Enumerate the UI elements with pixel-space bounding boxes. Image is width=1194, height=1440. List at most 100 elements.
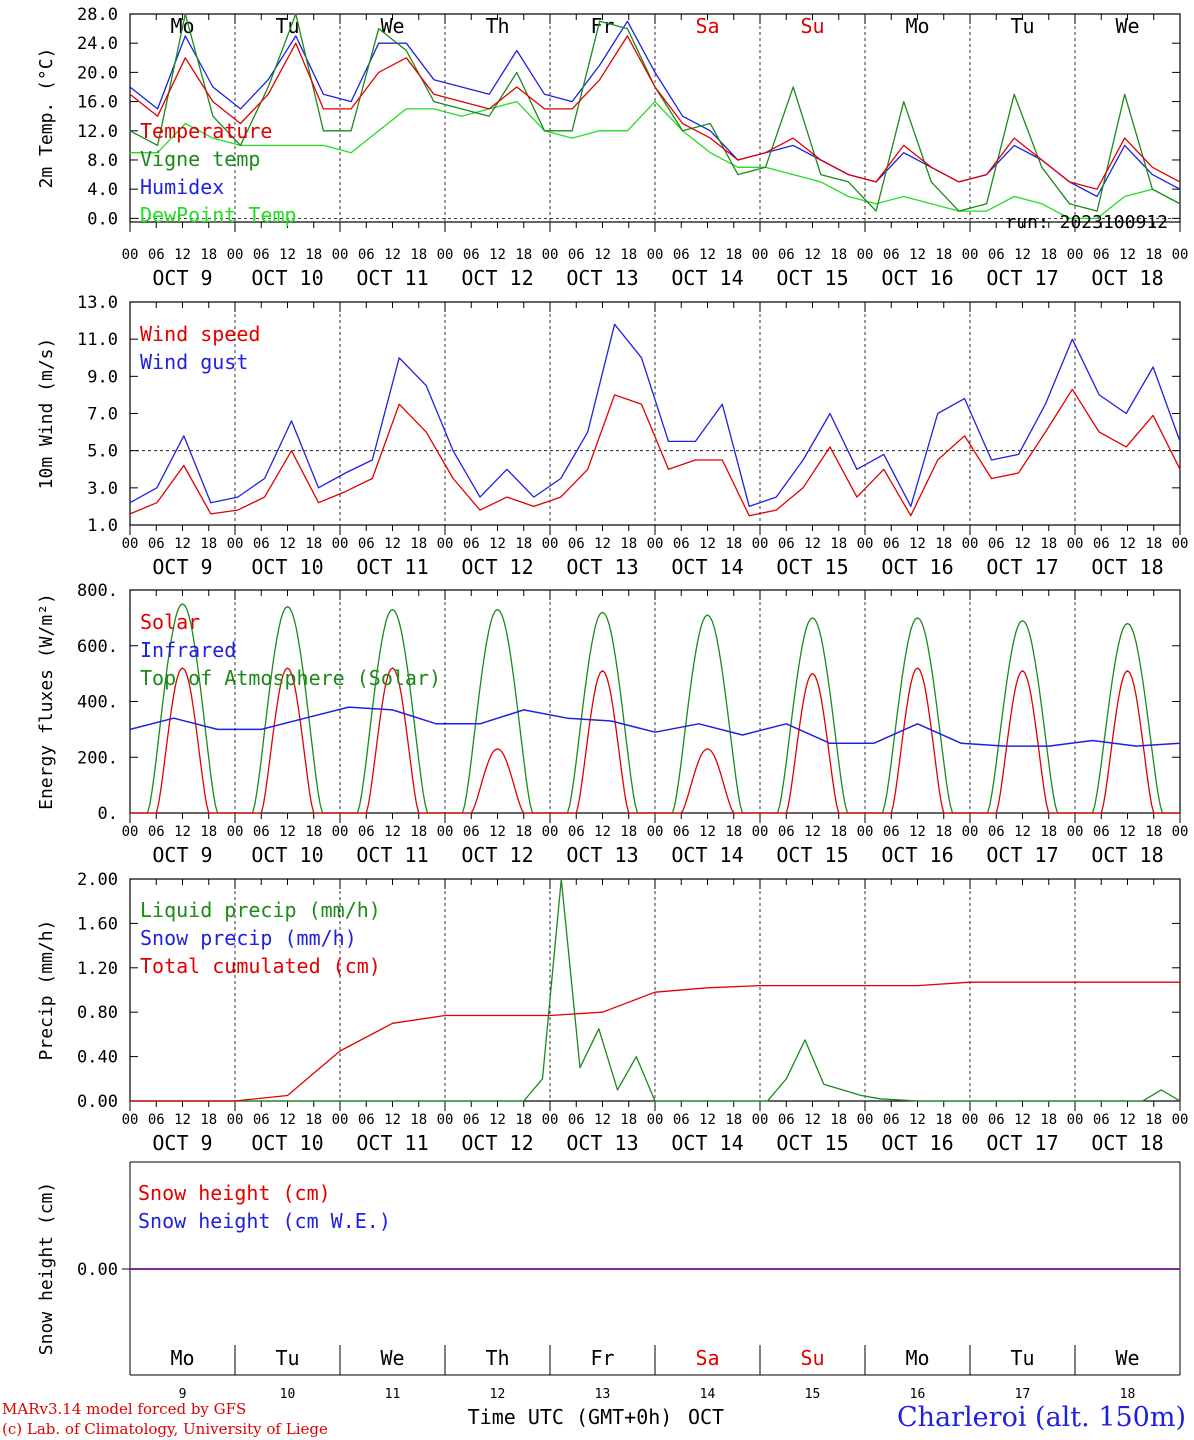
panel-frame	[129, 589, 1181, 814]
hour-tick-label: 00	[857, 824, 874, 840]
hour-tick-label: 12	[174, 824, 191, 840]
hour-tick-label: 00	[437, 824, 454, 840]
hour-tick-label: 12	[279, 1112, 296, 1128]
hour-tick-label: 18	[620, 536, 637, 552]
hour-tick-label: 12	[804, 1112, 821, 1128]
y-axis-label: Precip (mm/h)	[36, 920, 57, 1061]
day-label: OCT 14	[671, 266, 743, 290]
weekday-label: Su	[800, 14, 824, 38]
day-label: OCT 13	[566, 266, 638, 290]
weekday-label: Th	[485, 1346, 509, 1370]
weekday-label: Tu	[275, 14, 299, 38]
hour-tick-label: 18	[305, 536, 322, 552]
hour-tick-label: 06	[463, 824, 480, 840]
day-label: OCT 16	[881, 555, 953, 579]
day-label: OCT 12	[461, 843, 533, 867]
day-label: OCT 16	[881, 1131, 953, 1155]
hour-tick-label: 00	[647, 1112, 664, 1128]
hour-tick-label: 18	[725, 247, 742, 263]
hour-tick-label: 18	[1040, 247, 1057, 263]
y-tick-label: 24.0	[77, 34, 118, 54]
y-tick-label: 13.0	[77, 293, 118, 313]
hour-tick-label: 18	[725, 1112, 742, 1128]
y-axis-label: Snow height (cm)	[36, 1182, 57, 1355]
weekday-label: Tu	[275, 1346, 299, 1370]
hour-tick-label: 06	[568, 247, 585, 263]
day-number-label: 10	[280, 1387, 296, 1402]
day-label: OCT 14	[671, 843, 743, 867]
hour-tick-label: 00	[437, 1112, 454, 1128]
hour-tick-label: 06	[883, 247, 900, 263]
hour-tick-label: 12	[804, 824, 821, 840]
legend-entry: Vigne temp	[140, 147, 260, 171]
credit-model: MARv3.14 model forced by GFS	[2, 1400, 247, 1418]
hour-tick-label: 12	[489, 247, 506, 263]
hour-tick-label: 00	[227, 536, 244, 552]
hour-tick-label: 06	[148, 536, 165, 552]
hour-tick-label: 06	[1093, 247, 1110, 263]
day-label: OCT 13	[566, 1131, 638, 1155]
hour-tick-label: 00	[647, 247, 664, 263]
legend-entry: Total cumulated (cm)	[140, 954, 381, 978]
day-label: OCT 18	[1091, 843, 1163, 867]
y-tick-label: 8.0	[87, 151, 118, 171]
day-label: OCT 16	[881, 266, 953, 290]
hour-tick-label: 18	[935, 536, 952, 552]
hour-tick-label: 00	[962, 1112, 979, 1128]
hour-tick-label: 18	[200, 247, 217, 263]
credit-lab: (c) Lab. of Climatology, University of L…	[2, 1420, 328, 1438]
hour-tick-label: 18	[200, 824, 217, 840]
hour-tick-label: 00	[1067, 1112, 1084, 1128]
y-tick-label: 7.0	[87, 405, 118, 425]
hour-tick-label: 06	[988, 1112, 1005, 1128]
y-tick-label: 1.20	[77, 959, 118, 979]
hour-tick-label: 06	[1093, 824, 1110, 840]
day-number-label: 12	[490, 1387, 506, 1402]
y-tick-label: 16.0	[77, 93, 118, 113]
legend-entry: Infrared	[140, 638, 236, 662]
hour-tick-label: 12	[384, 1112, 401, 1128]
legend-entry: Humidex	[140, 175, 224, 199]
hour-tick-label: 00	[437, 536, 454, 552]
day-label: OCT 9	[152, 1131, 212, 1155]
x-axis-month: OCT	[688, 1405, 724, 1429]
y-tick-label: 0.00	[77, 1092, 118, 1112]
hour-tick-label: 18	[620, 824, 637, 840]
hour-tick-label: 06	[463, 1112, 480, 1128]
hour-tick-label: 18	[410, 247, 427, 263]
hour-tick-label: 06	[253, 247, 270, 263]
hour-tick-label: 18	[410, 536, 427, 552]
hour-tick-label: 06	[358, 824, 375, 840]
hour-tick-label: 00	[227, 824, 244, 840]
day-label: OCT 12	[461, 555, 533, 579]
hour-tick-label: 12	[1119, 536, 1136, 552]
weekday-label: Sa	[695, 1346, 719, 1370]
hour-tick-label: 18	[200, 1112, 217, 1128]
legend-entry: Snow precip (mm/h)	[140, 926, 357, 950]
day-label: OCT 10	[251, 843, 323, 867]
hour-tick-label: 12	[489, 536, 506, 552]
y-tick-label: 28.0	[77, 5, 118, 25]
hour-tick-label: 00	[1172, 247, 1189, 263]
day-label: OCT 18	[1091, 555, 1163, 579]
weekday-label: Th	[485, 14, 509, 38]
hour-tick-label: 06	[358, 1112, 375, 1128]
hour-tick-label: 12	[594, 536, 611, 552]
hour-tick-label: 00	[1172, 1112, 1189, 1128]
hour-tick-label: 00	[752, 536, 769, 552]
legend-entry: Top of Atmosphere (Solar)	[140, 666, 441, 690]
hour-tick-label: 00	[122, 536, 139, 552]
hour-tick-label: 00	[857, 247, 874, 263]
hour-tick-label: 00	[332, 1112, 349, 1128]
run-label: run: 2023100912	[1005, 212, 1168, 233]
hour-tick-label: 00	[1067, 824, 1084, 840]
hour-tick-label: 06	[1093, 536, 1110, 552]
day-number-label: 16	[910, 1387, 926, 1402]
day-number-label: 14	[700, 1387, 716, 1402]
hour-tick-label: 00	[647, 824, 664, 840]
hour-tick-label: 00	[857, 536, 874, 552]
hour-tick-label: 06	[253, 1112, 270, 1128]
y-tick-label: 200.	[77, 748, 118, 768]
hour-tick-label: 06	[988, 536, 1005, 552]
